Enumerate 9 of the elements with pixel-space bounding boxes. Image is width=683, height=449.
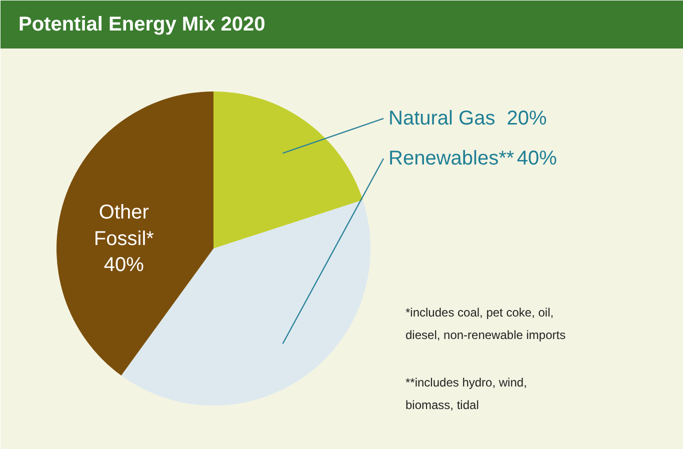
data-label: 40% (104, 254, 144, 276)
text: *includes coal, pet coke, oil, diesel, non-renewable imports (406, 306, 566, 342)
slice-label: Other Fossil* (94, 201, 154, 250)
slice-label: Renewables** (388, 148, 514, 170)
text: **includes hydro, wind, biomass, tidal (406, 376, 527, 412)
data-label: 40% (516, 148, 558, 170)
chart-title: Potential Energy Mix 2020 (18, 14, 266, 36)
data-label: 20% (506, 108, 547, 130)
slice-label: Natural Gas (388, 108, 496, 130)
